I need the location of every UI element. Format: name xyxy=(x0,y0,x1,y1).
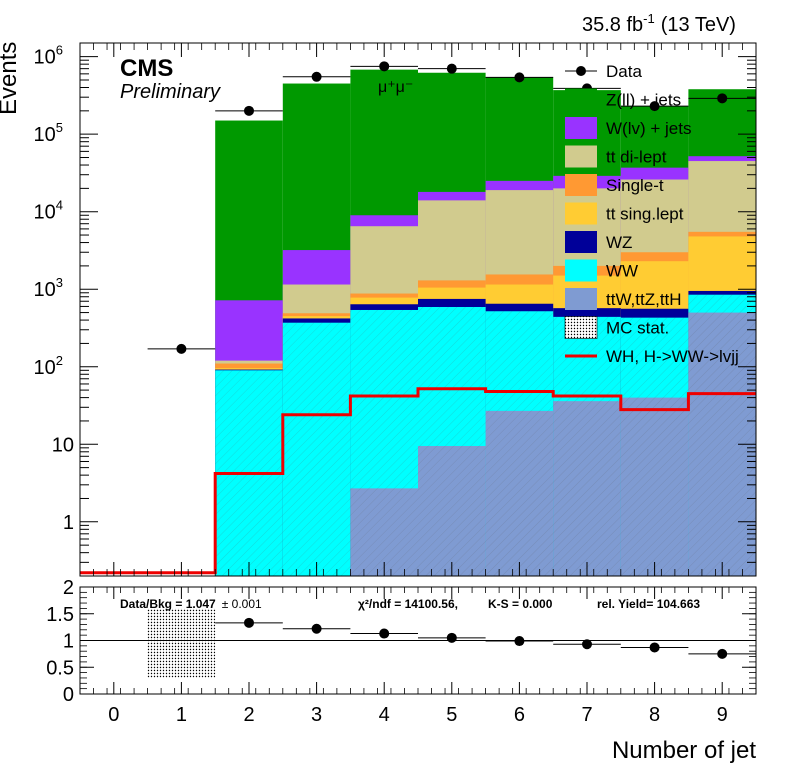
legend-marker-dot xyxy=(576,66,586,76)
ratio-point-4 xyxy=(379,629,389,639)
legend-label: MC stat. xyxy=(606,319,669,338)
legend-swatch xyxy=(565,146,597,168)
legend-item-data: Data xyxy=(565,62,642,81)
x-tick-label: 8 xyxy=(649,704,660,726)
data-point-6 xyxy=(514,72,524,82)
legend-label: WZ xyxy=(606,233,632,252)
data-point-3 xyxy=(312,72,322,82)
x-tick-label: 0 xyxy=(108,704,119,726)
y-axis-label: Events xyxy=(0,42,22,115)
ratio-point-8 xyxy=(650,642,660,652)
y-tick-label: 104 xyxy=(34,198,63,224)
data-bkg-label: Data/Bkg = 1.047 ± 0.001 xyxy=(120,597,262,611)
hatch-ttw-ttz-tth-bin-7 xyxy=(553,401,621,576)
data-point-2 xyxy=(244,106,254,116)
data-point-5 xyxy=(447,64,457,74)
lumi-label: 35.8 fb-1 (13 TeV) xyxy=(582,11,736,36)
x-tick-label: 4 xyxy=(379,704,390,726)
data-point-1 xyxy=(176,344,186,354)
legend-label: Z(ll) + jets xyxy=(606,91,681,110)
lumi-value: 35.8 fb xyxy=(582,14,643,36)
x-tick-label: 2 xyxy=(243,704,254,726)
legend-swatch xyxy=(565,260,597,282)
legend-item-z-ll-jets: Z(ll) + jets xyxy=(565,89,681,111)
legend-swatch xyxy=(565,89,597,111)
data-point-4 xyxy=(379,61,389,71)
legend-item-w-lv-jets: W(lv) + jets xyxy=(565,117,691,139)
stacked-histogram xyxy=(215,70,756,576)
ratio-point-9 xyxy=(717,649,727,659)
legend-label: WW xyxy=(606,262,638,281)
cms-label: CMS xyxy=(120,55,173,82)
legend-label: WH, H->WW->lvjj xyxy=(606,347,739,366)
y-tick-label: 1 xyxy=(63,512,74,534)
x-tick-label: 5 xyxy=(446,704,457,726)
hatch-ww-bin-3 xyxy=(283,323,351,576)
y-tick-label: 106 xyxy=(34,43,63,69)
legend-label: Data xyxy=(606,62,642,81)
legend-label: tt sing.lept xyxy=(606,205,684,224)
x-tick-label: 6 xyxy=(514,704,525,726)
hatch-ttw-ttz-tth-bin-6 xyxy=(486,411,554,576)
ratio-point-2 xyxy=(244,618,254,628)
ratio-y-tick-label: 1 xyxy=(63,631,74,653)
legend-swatch xyxy=(565,174,597,196)
legend-label: W(lv) + jets xyxy=(606,119,691,138)
preliminary-label: Preliminary xyxy=(120,81,221,103)
channel-label: μ⁺μ⁻ xyxy=(378,79,413,96)
legend-label: Single-t xyxy=(606,176,664,195)
x-tick-label: 1 xyxy=(176,704,187,726)
rel-yield-label: rel. Yield= 104.663 xyxy=(597,597,700,611)
ratio-point-3 xyxy=(312,624,322,634)
legend-item-ttw-ttz-tth: ttW,ttZ,ttH xyxy=(565,288,682,310)
x-tick-label: 3 xyxy=(311,704,322,726)
legend-swatch xyxy=(565,231,597,253)
y-tick-label: 10 xyxy=(52,434,74,456)
legend-swatch xyxy=(565,203,597,225)
ratio-point-5 xyxy=(447,633,457,643)
ratio-stat-band xyxy=(148,608,216,678)
lumi-exponent: -1 xyxy=(643,11,655,26)
legend-swatch xyxy=(565,117,597,139)
legend-item-tt-sing-lept: tt sing.lept xyxy=(565,203,684,225)
legend-swatch-stat xyxy=(565,317,597,339)
chi2-label: χ²/ndf = 14100.56, xyxy=(358,597,458,611)
legend-label: tt di-lept xyxy=(606,148,667,167)
x-tick-label: 9 xyxy=(717,704,728,726)
legend-label: ttW,ttZ,ttH xyxy=(606,290,682,309)
legend-item-single-t: Single-t xyxy=(565,174,664,196)
data-point-9 xyxy=(717,93,727,103)
ratio-y-tick-label: 2 xyxy=(63,577,74,599)
hatch-ttw-ttz-tth-bin-5 xyxy=(418,446,486,576)
ratio-y-tick-label: 0 xyxy=(63,684,74,706)
legend-swatch xyxy=(565,288,597,310)
ks-label: K-S = 0.000 xyxy=(488,597,553,611)
y-tick-label: 103 xyxy=(34,275,63,301)
ratio-point-7 xyxy=(582,639,592,649)
hatch-ttw-ttz-tth-bin-8 xyxy=(621,398,689,576)
x-axis-label: Number of jet xyxy=(612,737,756,764)
y-tick-label: 102 xyxy=(34,353,63,379)
x-tick-label: 7 xyxy=(581,704,592,726)
energy-label: (13 TeV) xyxy=(661,14,736,36)
y-tick-label: 105 xyxy=(34,120,63,146)
ratio-point-6 xyxy=(514,636,524,646)
legend-item-mc-stat: MC stat. xyxy=(565,317,669,339)
ratio-y-tick-label: 1.5 xyxy=(46,604,74,626)
ratio-y-tick-label: 0.5 xyxy=(46,657,74,679)
legend-item-tt-di-lept: tt di-lept xyxy=(565,146,667,168)
